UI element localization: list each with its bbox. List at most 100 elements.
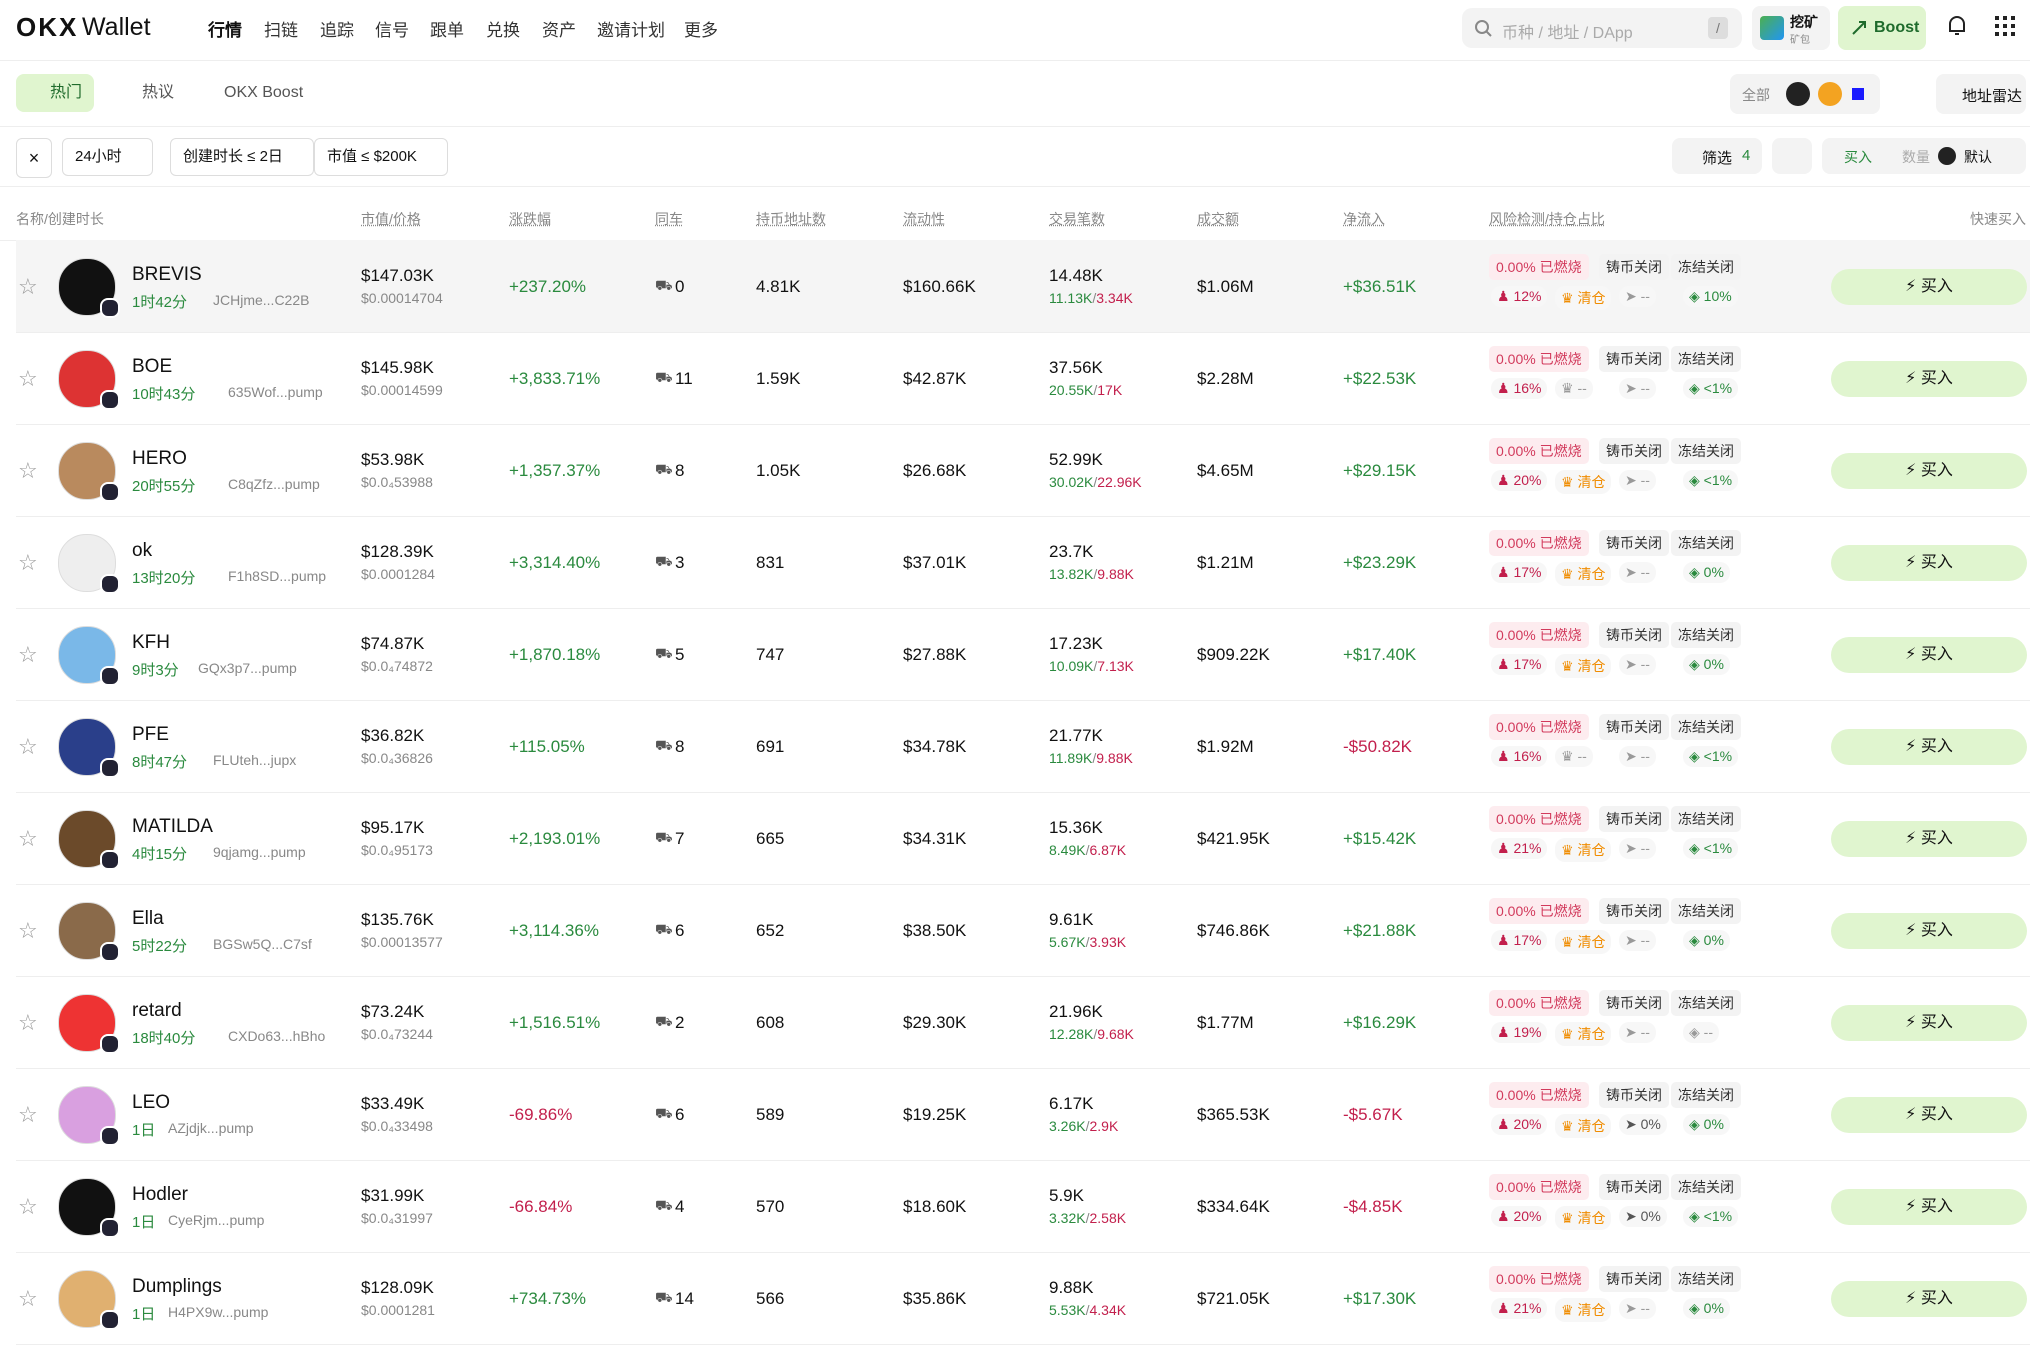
tab[interactable]: 热门	[16, 74, 95, 112]
tab[interactable]: OKX Boost	[190, 74, 315, 112]
nav-item[interactable]: 跟单	[430, 21, 464, 40]
token-name[interactable]: BREVIS	[132, 264, 202, 285]
quick-buy-button[interactable]: ⚡ 买入	[1831, 913, 2027, 949]
nav-item[interactable]: 扫链	[264, 21, 298, 40]
quick-buy-button[interactable]: ⚡ 买入	[1831, 545, 2027, 581]
column-header[interactable]: 持币地址数	[756, 211, 826, 227]
table-row[interactable]: ☆ ok 13时20分 F1h8SD...pump $128.39K $0.0001284…	[16, 516, 2030, 609]
table-row[interactable]: ☆ KFH 9时3分 GQx3p7...pump $74.87K $0.0₄74872 +1…	[16, 608, 2030, 701]
bell-icon[interactable]	[1946, 14, 1968, 38]
column-header[interactable]: 成交额	[1197, 211, 1239, 227]
favorite-star[interactable]: ☆	[18, 1194, 38, 1219]
brand[interactable]: Wallet	[82, 13, 151, 41]
token-address[interactable]: CXDo63...hBho	[228, 1028, 326, 1044]
favorite-star[interactable]: ☆	[18, 918, 38, 943]
tab[interactable]: 热议	[108, 74, 186, 112]
chain-bnb[interactable]	[1818, 82, 1842, 106]
token-name[interactable]: KFH	[132, 632, 170, 653]
nav-item[interactable]: 邀请计划	[597, 21, 665, 40]
search-box[interactable]: 币种 / 地址 / DApp /	[1462, 8, 1742, 48]
favorite-star[interactable]: ☆	[18, 274, 38, 299]
quick-buy-button[interactable]: ⚡ 买入	[1831, 1189, 2027, 1225]
table-row[interactable]: ☆ retard 18时40分 CXDo63...hBho $73.24K $0.0₄73…	[16, 976, 2030, 1069]
token-address[interactable]: AZjdjk...pump	[168, 1120, 254, 1136]
chain-base[interactable]	[1852, 88, 1864, 100]
mining-button[interactable]: 挖矿 矿包	[1752, 6, 1830, 50]
quick-buy-button[interactable]: ⚡ 买入	[1831, 361, 2027, 397]
quick-buy-button[interactable]: ⚡ 买入	[1831, 729, 2027, 765]
favorite-star[interactable]: ☆	[18, 1010, 38, 1035]
token-address[interactable]: JCHjme...C22B	[213, 292, 310, 308]
table-row[interactable]: ☆ MATILDA 4时15分 9qjamg...pump $95.17K $0.0₄95…	[16, 792, 2030, 885]
token-name[interactable]: HERO	[132, 448, 187, 469]
filter-chip[interactable]: 市值 ≤ $200K	[314, 138, 448, 176]
table-row[interactable]: ☆ PFE 8时47分 FLUteh...jupx $36.82K $0.0₄36826 +…	[16, 700, 2030, 793]
token-address[interactable]: FLUteh...jupx	[213, 752, 297, 768]
logo[interactable]: OKX	[16, 12, 79, 42]
screen-button[interactable]: 筛选 4	[1672, 138, 1762, 174]
filter-chip[interactable]: 创建时长 ≤ 2日	[170, 138, 314, 176]
token-address[interactable]: CyeRjm...pump	[168, 1212, 265, 1228]
nav-item[interactable]: 资产	[542, 21, 576, 40]
token-name[interactable]: retard	[132, 1000, 182, 1021]
apps-icon[interactable]	[1994, 15, 2016, 37]
nav-item[interactable]: 信号	[375, 21, 409, 40]
token-name[interactable]: BOE	[132, 356, 173, 377]
column-header[interactable]: 流动性	[903, 211, 945, 227]
favorite-star[interactable]: ☆	[18, 642, 38, 667]
favorite-star[interactable]: ☆	[18, 1102, 38, 1127]
chain-selector[interactable]: 全部	[1730, 74, 1880, 114]
quick-buy-button[interactable]: ⚡ 买入	[1831, 1005, 2027, 1041]
token-name[interactable]: ok	[132, 540, 153, 561]
clear-filters[interactable]: ×	[16, 138, 52, 178]
favorite-star[interactable]: ☆	[18, 366, 38, 391]
nav-item[interactable]: 兑换	[486, 21, 520, 40]
table-row[interactable]: ☆ Hodler 1日 CyeRjm...pump $31.99K $0.0₄31997 -…	[16, 1160, 2030, 1253]
token-name[interactable]: LEO	[132, 1092, 171, 1113]
column-header[interactable]: 同车	[655, 211, 683, 227]
column-header[interactable]: 净流入	[1343, 211, 1385, 227]
nav-item[interactable]: 行情	[208, 21, 242, 40]
table-row[interactable]: ☆ HERO 20时55分 C8qZfz...pump $53.98K $0.0₄5398…	[16, 424, 2030, 517]
token-address[interactable]: 9qjamg...pump	[213, 844, 306, 860]
favorite-star[interactable]: ☆	[18, 734, 38, 759]
preset-label[interactable]: 默认	[1964, 149, 1992, 165]
token-address[interactable]: GQx3p7...pump	[198, 660, 297, 676]
token-name[interactable]: Ella	[132, 908, 164, 929]
token-name[interactable]: Hodler	[132, 1184, 188, 1205]
quick-buy-settings[interactable]: 买入 数量 默认	[1822, 138, 2026, 174]
token-name[interactable]: MATILDA	[132, 816, 213, 837]
column-header[interactable]: 市值/价格	[361, 211, 421, 227]
favorite-star[interactable]: ☆	[18, 458, 38, 483]
token-address[interactable]: 635Wof...pump	[228, 384, 323, 400]
token-address[interactable]: F1h8SD...pump	[228, 568, 327, 584]
column-header[interactable]: 名称/创建时长	[16, 211, 104, 227]
table-row[interactable]: ☆ Dumplings 1日 H4PX9w...pump $128.09K $0.0001…	[16, 1252, 2030, 1345]
favorite-star[interactable]: ☆	[18, 826, 38, 851]
token-name[interactable]: PFE	[132, 724, 169, 745]
quick-buy-button[interactable]: ⚡ 买入	[1831, 269, 2027, 305]
token-name[interactable]: Dumplings	[132, 1276, 222, 1297]
column-header[interactable]: 涨跌幅	[509, 211, 551, 227]
boost-button[interactable]: Boost	[1838, 6, 1926, 50]
chain-sol[interactable]	[1786, 82, 1810, 106]
token-address[interactable]: BGSw5Q...C7sf	[213, 936, 312, 952]
table-row[interactable]: ☆ BOE 10时43分 635Wof...pump $145.98K $0.000145…	[16, 332, 2030, 425]
table-row[interactable]: ☆ Ella 5时22分 BGSw5Q...C7sf $135.76K $0.000135…	[16, 884, 2030, 977]
table-row[interactable]: ☆ LEO 1日 AZjdjk...pump $33.49K $0.0₄33498 -69.…	[16, 1068, 2030, 1161]
quick-buy-button[interactable]: ⚡ 买入	[1831, 821, 2027, 857]
favorite-star[interactable]: ☆	[18, 550, 38, 575]
quick-buy-button[interactable]: ⚡ 买入	[1831, 1281, 2027, 1317]
token-address[interactable]: C8qZfz...pump	[228, 476, 320, 492]
column-header[interactable]: 交易笔数	[1049, 211, 1105, 227]
filter-chip[interactable]: 24小时	[62, 138, 153, 176]
quick-buy-button[interactable]: ⚡ 买入	[1831, 637, 2027, 673]
hide-button[interactable]	[1772, 138, 1812, 174]
quick-buy-button[interactable]: ⚡ 买入	[1831, 453, 2027, 489]
favorite-star[interactable]: ☆	[18, 1286, 38, 1311]
nav-item[interactable]: 更多	[684, 21, 718, 40]
table-row[interactable]: ☆ BREVIS 1时42分 JCHjme...C22B $147.03K $0.0001…	[16, 240, 2030, 333]
radar-button[interactable]: 地址雷达	[1936, 74, 2026, 114]
quick-buy-button[interactable]: ⚡ 买入	[1831, 1097, 2027, 1133]
token-address[interactable]: H4PX9w...pump	[168, 1304, 269, 1320]
